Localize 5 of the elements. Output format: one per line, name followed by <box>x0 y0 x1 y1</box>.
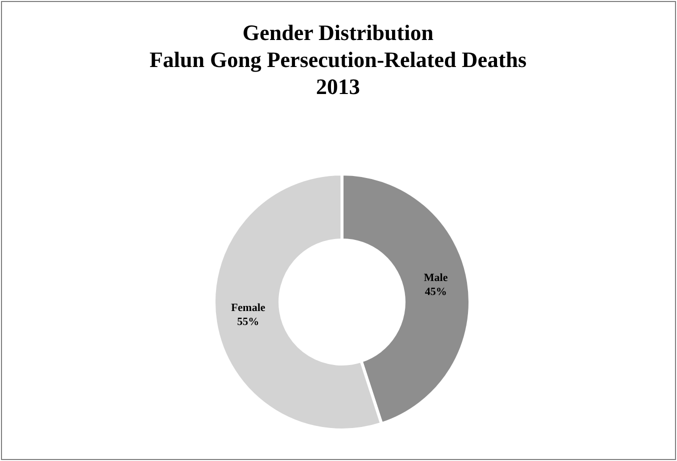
slice-label: Male <box>424 272 448 284</box>
data-label: 55% <box>237 316 260 328</box>
slice-label: Female <box>231 302 266 314</box>
chart-title: Gender Distribution Falun Gong Persecution-Related Deaths 2013 <box>149 20 527 99</box>
data-label: 45% <box>424 286 447 298</box>
